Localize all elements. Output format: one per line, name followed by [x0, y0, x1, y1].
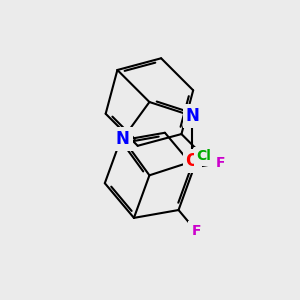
Text: F: F — [216, 156, 226, 170]
Text: F: F — [191, 224, 201, 238]
Text: O: O — [185, 152, 200, 170]
Text: N: N — [116, 130, 130, 148]
Text: Cl: Cl — [196, 149, 211, 164]
Text: N: N — [186, 107, 200, 125]
